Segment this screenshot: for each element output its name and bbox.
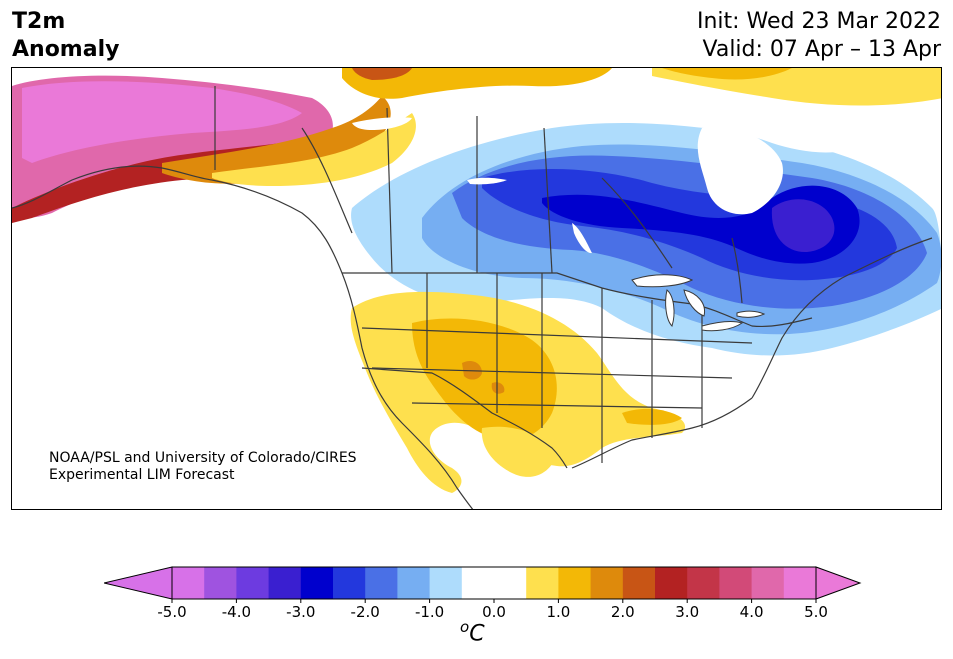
colorbar-unit: oC: [460, 618, 485, 646]
bc-alberta-border: [301, 127, 353, 234]
southwest-warm-spot-2: [491, 382, 505, 394]
great-lakes: [631, 274, 766, 332]
colorbar-tick-label: -5.0: [157, 603, 186, 620]
colorbar-swatch: [622, 567, 656, 599]
prairie-lakes: [352, 117, 592, 254]
colorbar-swatch: [300, 567, 334, 599]
colorbar-swatch: [687, 567, 720, 599]
colorbar-extend-low: [103, 566, 173, 600]
credit-line-1: NOAA/PSL and University of Colorado/CIRE…: [49, 450, 357, 466]
canada-cold-violet: [771, 199, 835, 253]
gulf-coast: [571, 397, 753, 469]
us-state-line-8: [371, 367, 733, 379]
great-slave-lake: [352, 117, 412, 130]
colorbar-swatch: [558, 567, 592, 599]
colorbar-swatch: [333, 567, 366, 599]
colorbar-swatch: [204, 567, 237, 599]
yukon-yellow-band: [212, 113, 416, 186]
colorbar-swatch: [590, 567, 624, 599]
lake-michigan: [665, 289, 675, 327]
lake-ontario: [736, 310, 766, 318]
colorbar-tick-label: -4.0: [222, 603, 251, 620]
texas-yellow-south: [481, 426, 557, 477]
colorbar-swatch: [172, 567, 205, 599]
colorbar-tick-label: 2.0: [611, 603, 635, 620]
colorbar-tick-label: -1.0: [415, 603, 444, 620]
colorbar-tick-label: 1.0: [546, 603, 570, 620]
colorbar-swatch: [719, 567, 753, 599]
hudson-bay: [697, 127, 783, 215]
us-state-line-9: [411, 402, 703, 409]
colorbar-tick-label: -3.0: [286, 603, 315, 620]
arctic-red: [352, 68, 412, 80]
colorbar-swatch: [268, 567, 302, 599]
lake-superior: [631, 274, 694, 288]
colorbar-swatch: [461, 567, 495, 599]
init-date: Init: Wed 23 Mar 2022: [696, 9, 941, 34]
colorbar-tick-label: 0.0: [482, 603, 506, 620]
map-canvas: [12, 68, 941, 509]
colorbar-tick-label: 4.0: [740, 603, 764, 620]
arctic-orange: [342, 68, 612, 99]
us-mexico-border: [361, 367, 568, 469]
colorbar-tick-label: -2.0: [351, 603, 380, 620]
lake-athabasca: [467, 177, 507, 185]
colorbar-swatch: [526, 567, 559, 599]
colorbar-svg: -5.0 -4.0 -3.0 -2.0 -1.0 0.0 1.0 2.0 3.0 4.0 5.0: [103, 566, 862, 621]
title-line-2: Anomaly: [12, 37, 120, 62]
forecast-dates: Init: Wed 23 Mar 2022 Valid: 07 Apr – 13…: [697, 8, 941, 64]
unit-letter: C: [469, 621, 485, 647]
colorbar-swatch: [429, 567, 463, 599]
prairie-border-3: [543, 127, 553, 274]
prairie-border-1: [386, 107, 393, 274]
colorbar-swatch: [236, 567, 270, 599]
arctic-archipelago: [582, 84, 862, 153]
title-line-1: T2m: [12, 9, 66, 34]
lake-winnipeg: [572, 223, 592, 254]
ontario-border: [601, 177, 673, 269]
alaska-coast: [12, 165, 213, 209]
colorbar-tick-label: 5.0: [804, 603, 828, 620]
quebec-border: [731, 237, 743, 304]
colorbar-swatch: [751, 567, 785, 599]
anomaly-map: [11, 67, 942, 510]
colorbar-extend-high: [815, 566, 862, 600]
credit-text: NOAA/PSL and University of Colorado/CIRE…: [49, 450, 357, 484]
valid-date: Valid: 07 Apr – 13 Apr: [702, 37, 942, 62]
atlantic-coast: [751, 237, 933, 399]
credit-line-2: Experimental LIM Forecast: [49, 467, 235, 483]
colorbar: -5.0 -4.0 -3.0 -2.0 -1.0 0.0 1.0 2.0 3.0 4.0 5.0: [103, 565, 864, 624]
us-state-line-7: [361, 327, 753, 344]
lake-erie: [701, 321, 744, 332]
colorbar-swatch: [397, 567, 431, 599]
colorbar-swatch: [783, 567, 817, 599]
pacific-coast: [211, 179, 474, 509]
alaska-hot-core: [22, 81, 302, 163]
map-title: T2m Anomaly: [12, 8, 119, 64]
colorbar-tick-label: 3.0: [675, 603, 699, 620]
unit-degree: o: [460, 618, 470, 636]
lake-huron: [683, 289, 706, 317]
colorbar-swatch: [655, 567, 688, 599]
colorbar-swatch: [365, 567, 398, 599]
southwest-warm-mid: [412, 318, 557, 441]
colorbar-swatch: [494, 567, 527, 599]
arctic-gold-east: [662, 68, 792, 80]
